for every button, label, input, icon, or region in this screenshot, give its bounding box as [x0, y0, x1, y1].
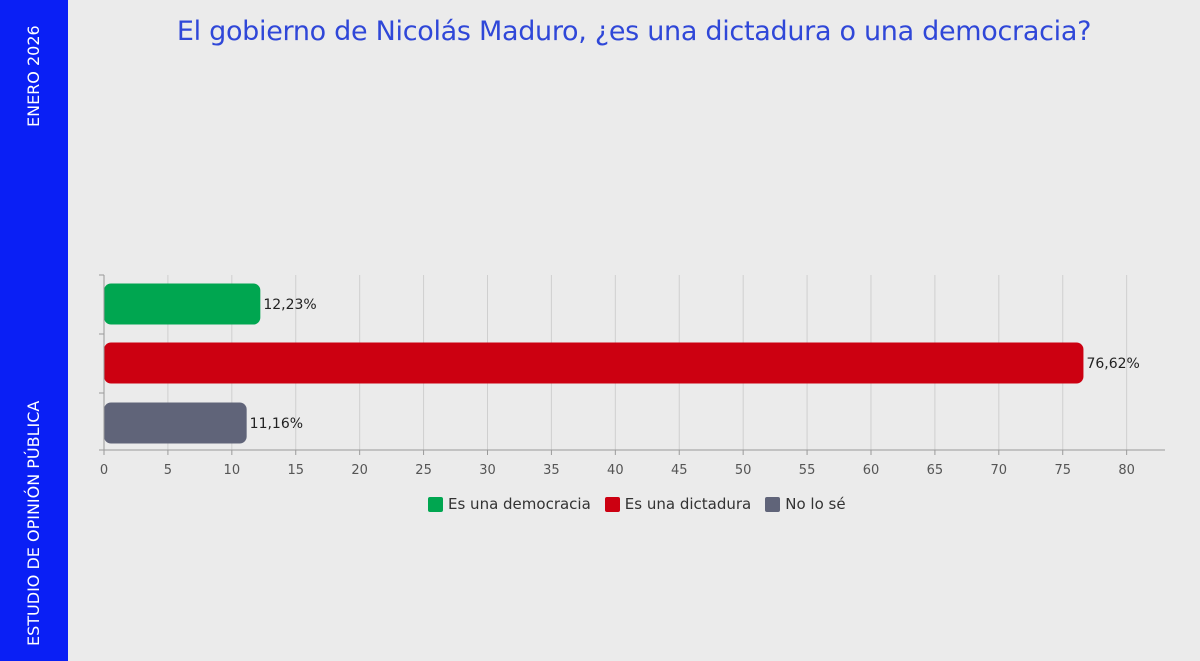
legend-swatch-dictadura: [604, 496, 620, 512]
x-tick-label-40: 40: [607, 463, 624, 478]
legend-label-no-lo-se: No lo sé: [785, 495, 846, 513]
chart-title: El gobierno de Nicolás Maduro, ¿es una d…: [176, 16, 1092, 47]
value-label-dictadura: 76,62%: [1086, 356, 1139, 372]
legend-item-no-lo-se[interactable]: No lo sé: [765, 495, 846, 513]
x-tick-label-5: 5: [164, 463, 172, 478]
x-tick-label-45: 45: [671, 463, 688, 478]
x-tick-label-65: 65: [927, 463, 944, 478]
x-tick-label-30: 30: [479, 463, 496, 478]
x-tick-label-25: 25: [415, 463, 432, 478]
legend-label-dictadura: Es una dictadura: [624, 495, 752, 513]
sidebar-band: ENERO 2026 ESTUDIO DE OPINIÓN PÚBLICA: [0, 0, 68, 661]
bar-dictadura[interactable]: [104, 342, 1084, 384]
x-tick-label-10: 10: [224, 463, 241, 478]
value-label-no-lo-se: 11,16%: [250, 416, 303, 432]
legend-swatch-democracia: [428, 496, 443, 512]
bar-democracia[interactable]: [104, 283, 261, 325]
x-tick-label-35: 35: [543, 463, 560, 478]
bars: [104, 283, 1084, 444]
x-tick-label-55: 55: [799, 463, 816, 478]
legend-swatch-no-lo-se: [765, 496, 781, 512]
value-labels: 12,23% 76,62% 11,16%: [250, 297, 1140, 432]
x-tick-label-15: 15: [287, 463, 304, 478]
legend: Es una democracia Es una dictadura No lo…: [428, 495, 846, 513]
bar-no-lo-se[interactable]: [104, 402, 247, 444]
legend-item-dictadura[interactable]: Es una dictadura: [604, 495, 752, 513]
legend-label-democracia: Es una democracia: [448, 495, 591, 513]
value-label-democracia: 12,23%: [263, 297, 316, 313]
axes: 0 5 10 15 20 25 30 35 40 45 50 55 60 65 70 75 80: [99, 274, 1165, 478]
x-tick-label-20: 20: [351, 463, 368, 478]
x-tick-label-50: 50: [735, 463, 752, 478]
x-tick-label-75: 75: [1054, 463, 1071, 478]
x-tick-label-80: 80: [1118, 463, 1135, 478]
x-tick-label-0: 0: [100, 463, 108, 478]
x-tick-label-60: 60: [863, 463, 880, 478]
legend-item-democracia[interactable]: Es una democracia: [428, 495, 591, 513]
x-tick-label-70: 70: [991, 463, 1008, 478]
